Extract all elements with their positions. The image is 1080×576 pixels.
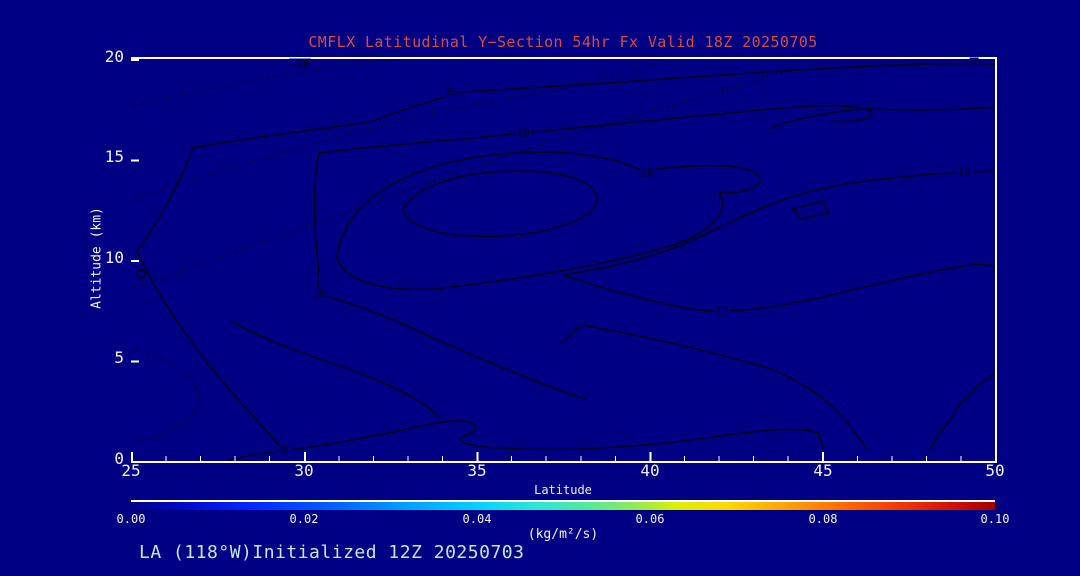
colorbar-tick-label: 0.00 — [116, 512, 146, 526]
contour-closed-blob — [791, 200, 831, 220]
x-axis-title: Latitude — [534, 483, 592, 497]
x-tick-label: 25 — [121, 461, 141, 480]
contour-line-10 — [768, 106, 995, 130]
initialization-annotation: LA (118°W)Initialized 12Z 20250703 — [139, 542, 525, 563]
contour-line-bottom — [230, 320, 442, 420]
colorbar-units-label: (kg/m²/s) — [527, 527, 599, 542]
y-tick-label: 0 — [114, 449, 124, 468]
x-axis-major-ticks — [131, 452, 997, 461]
contour-line-20 — [336, 151, 761, 291]
contour-line-bottom — [930, 371, 995, 450]
colorbar-tick-label: 0.04 — [462, 512, 492, 526]
contour-value-label: 0 — [969, 56, 979, 70]
contour-value-label: 0 — [445, 85, 455, 99]
contour-line-dotted — [131, 62, 657, 202]
positive-contour-group — [136, 62, 995, 461]
contour-line-dotted — [131, 348, 199, 444]
contour-line-10 — [562, 170, 995, 312]
contour-value-label: 10 — [714, 304, 730, 318]
contour-line-dotted — [131, 68, 792, 290]
x-tick-label: 40 — [640, 461, 660, 480]
contour-value-label: 20 — [639, 166, 655, 180]
colorbar-tick-label: 0.10 — [980, 512, 1010, 526]
x-tick-label: 45 — [813, 461, 833, 480]
contour-lines-canvas — [131, 59, 995, 461]
contour-value-label: 10 — [515, 126, 531, 140]
contour-value-label: -10 — [289, 57, 311, 71]
colorbar — [131, 500, 995, 510]
colorbar-tick-label: 0.02 — [289, 512, 319, 526]
colorbar-tick-label: 0.06 — [635, 512, 665, 526]
x-tick-label: 30 — [294, 461, 314, 480]
contour-value-label: 10 — [956, 165, 972, 179]
y-tick-label: 15 — [104, 147, 124, 166]
x-tick-label: 35 — [467, 461, 487, 480]
contour-line-bottom — [560, 324, 868, 450]
negative-contour-group — [131, 59, 792, 444]
contour-value-label: 0 — [280, 443, 290, 457]
y-tick-label: 5 — [114, 348, 124, 367]
contour-line-10 — [313, 104, 874, 400]
contour-plot-area: -10 0 0 10 20 10 10 10 0 — [131, 57, 997, 463]
contour-line-0 — [136, 62, 995, 450]
contour-line-dotted — [131, 59, 400, 108]
y-tick-label: 20 — [104, 47, 124, 66]
colorbar-tick-label: 0.08 — [808, 512, 838, 526]
chart-title: CMFLX Latitudinal Y−Section 54hr Fx Vali… — [308, 33, 818, 51]
x-tick-label: 50 — [985, 461, 1005, 480]
y-axis-major-ticks — [131, 59, 139, 462]
y-tick-label: 10 — [104, 248, 124, 267]
contour-line-30 — [402, 170, 598, 238]
colorbar-gradient — [131, 500, 995, 510]
contour-line-0 — [226, 420, 824, 461]
